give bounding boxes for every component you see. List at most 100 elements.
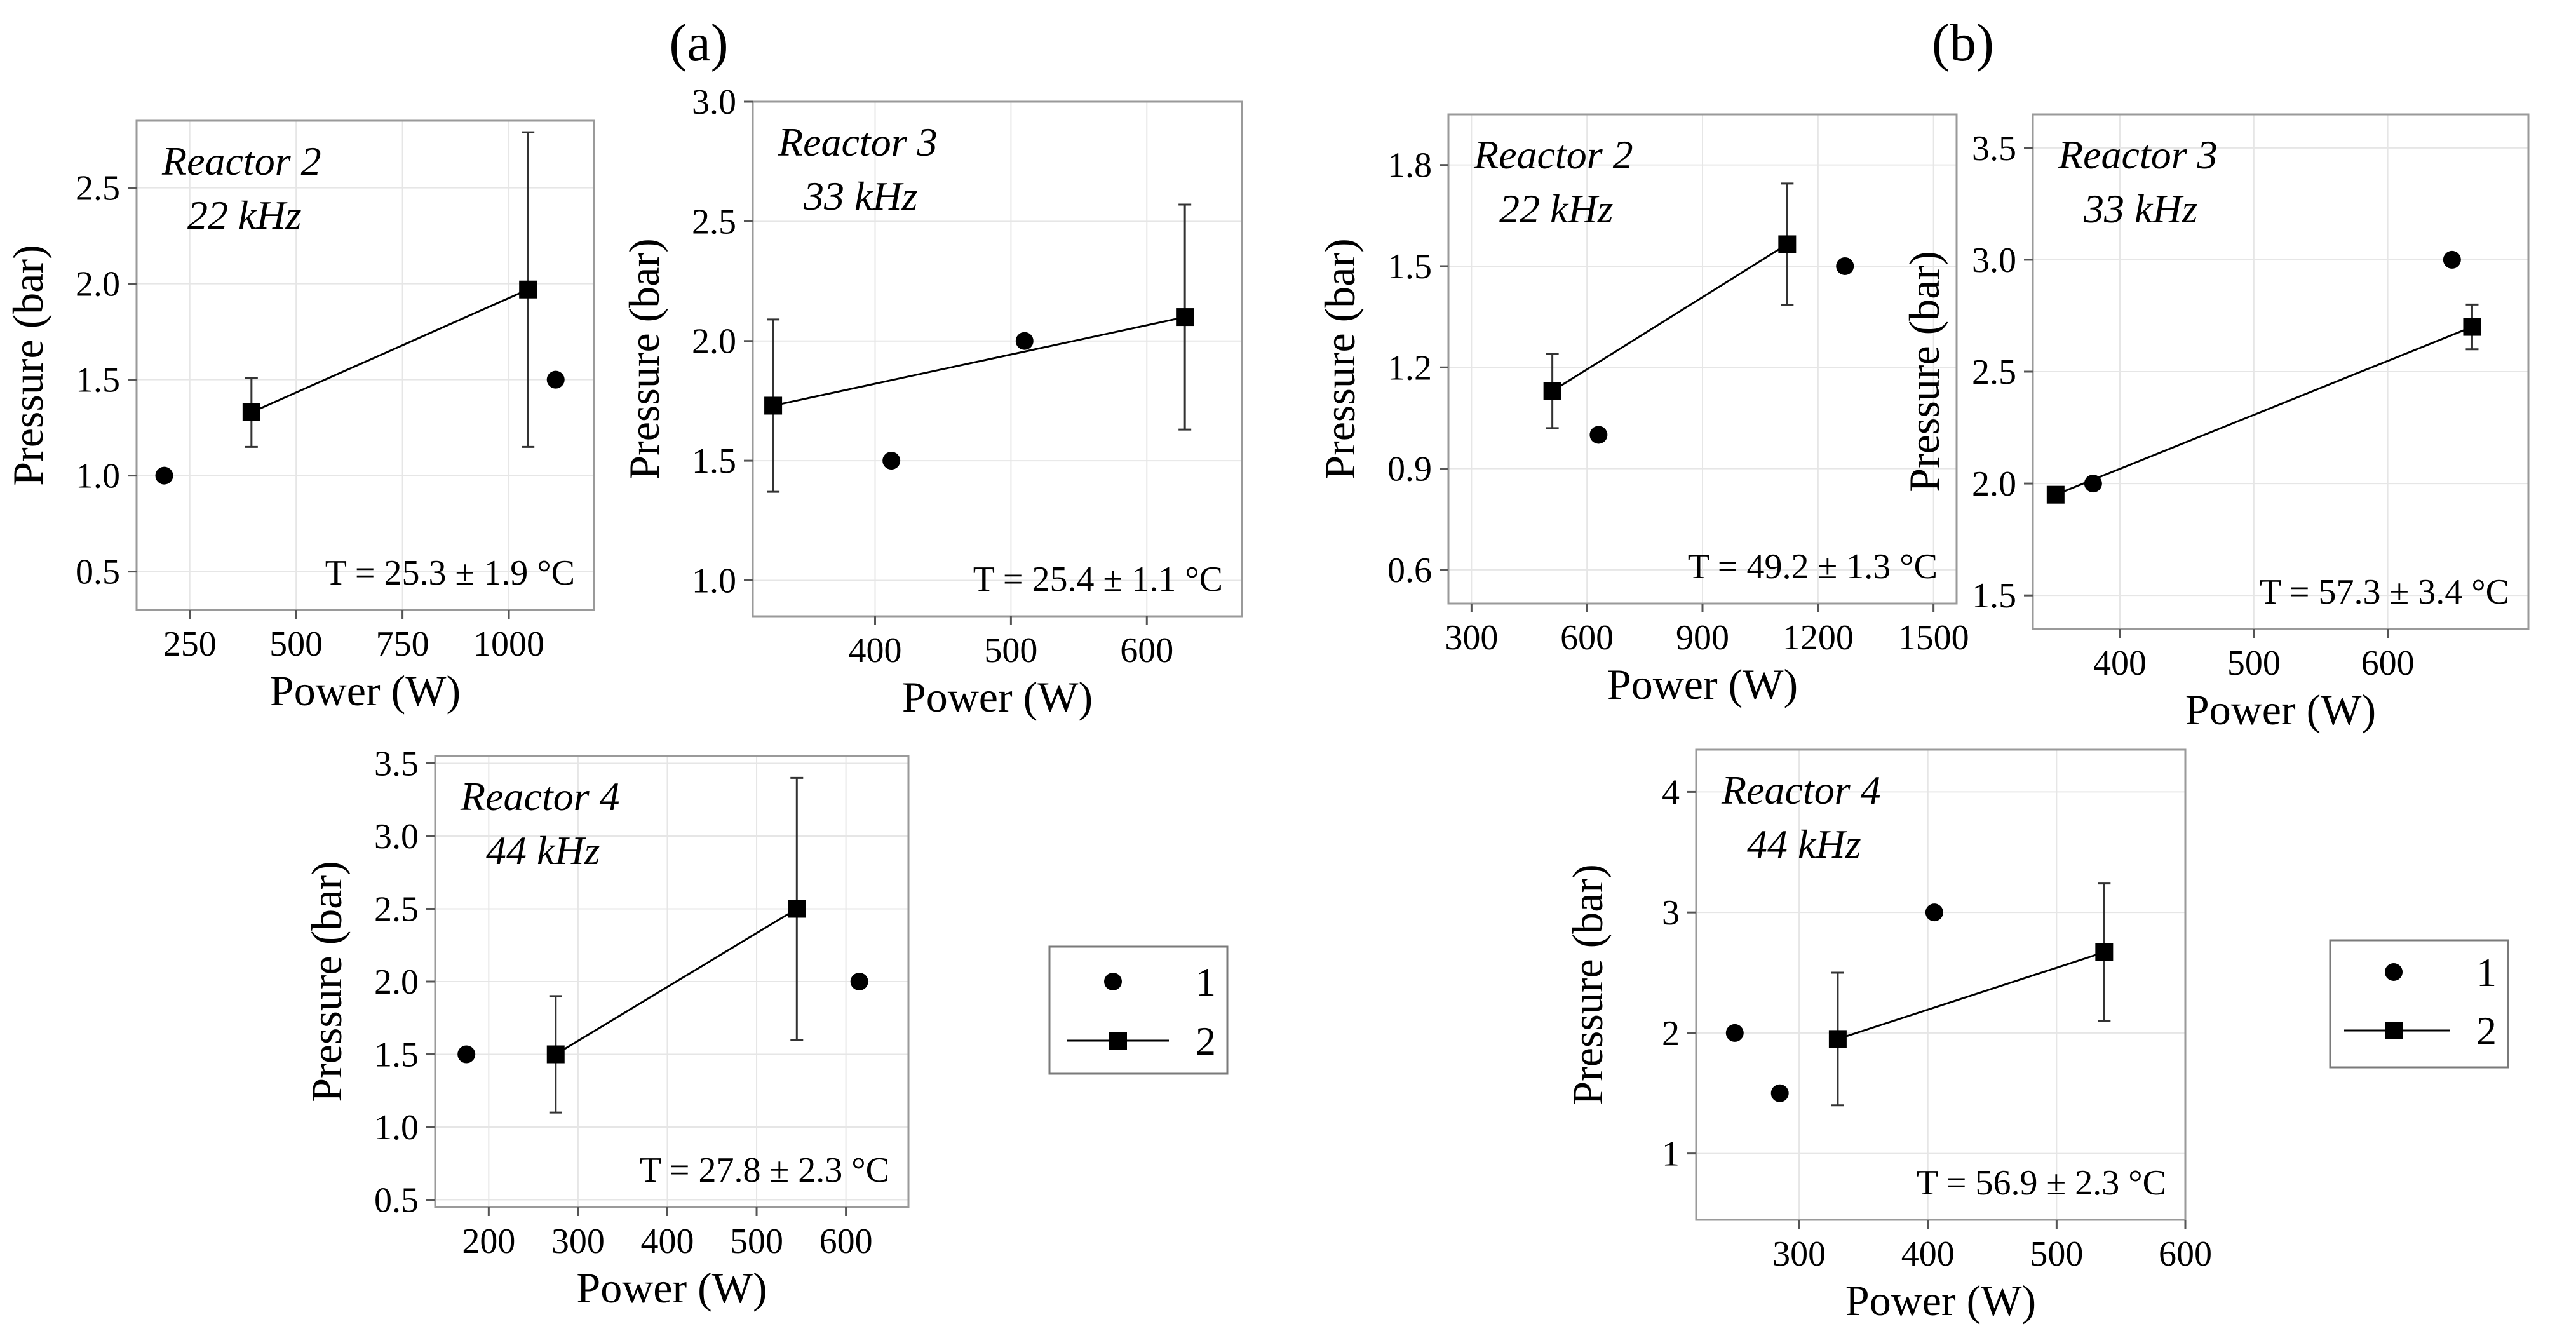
y-axis-label: Pressure (bar) xyxy=(1900,251,1948,492)
data-point-square xyxy=(1778,235,1797,253)
data-point-square xyxy=(2463,318,2481,336)
y-tick-label: 2.5 xyxy=(76,169,120,208)
legend-a-label-2: 2 xyxy=(1196,1018,1216,1064)
data-point-circle xyxy=(1836,257,1854,275)
plot-area xyxy=(753,102,1242,616)
data-point-circle xyxy=(882,452,901,470)
x-tick-label: 750 xyxy=(376,625,429,664)
y-axis-label: Pressure (bar) xyxy=(620,238,668,480)
series-2-line xyxy=(555,908,798,1055)
y-axis-label: Pressure (bar) xyxy=(302,861,351,1102)
y-tick-label: 4 xyxy=(1662,773,1680,812)
legend-a-label-1: 1 xyxy=(1196,959,1216,1004)
y-tick-label: 3.0 xyxy=(1972,241,2016,280)
plot-frame xyxy=(135,119,595,611)
data-point-square xyxy=(2046,485,2065,504)
data-point-circle xyxy=(1925,903,1943,922)
x-tick-label: 400 xyxy=(2093,644,2147,683)
x-tick-label: 600 xyxy=(1120,631,1173,670)
x-tick-label: 600 xyxy=(2159,1234,2212,1274)
y-tick-label: 3.5 xyxy=(1972,129,2016,168)
panel-label-b: (b) xyxy=(1932,13,1994,72)
frequency-label: 22 kHz xyxy=(187,193,302,238)
y-tick-label: 1.0 xyxy=(374,1108,419,1147)
series-2-line xyxy=(772,316,1185,407)
data-point-circle xyxy=(2084,475,2102,493)
data-point-square xyxy=(546,1045,565,1064)
x-tick-label: 300 xyxy=(1445,618,1498,658)
chart-a-r2: 250 500 750 1000 0.5 1.0 1.5 2.0 2.5 Power (W) Pre… xyxy=(4,119,595,715)
y-tick-label: 3.0 xyxy=(374,817,419,856)
y-tick-label: 2.5 xyxy=(692,202,736,241)
series-2-line xyxy=(251,288,529,414)
legend-b-label-1: 1 xyxy=(2476,950,2497,995)
legend-b-frame xyxy=(2329,939,2509,1069)
frequency-label: 44 kHz xyxy=(1747,821,1861,867)
series-2-line xyxy=(1837,951,2105,1040)
x-tick-label: 500 xyxy=(2030,1234,2083,1274)
y-tick-label: 3.5 xyxy=(374,744,419,783)
y-tick-label: 2.5 xyxy=(374,889,419,929)
chart-b-r3: 400 500 600 1.5 2.0 2.5 3.0 3.5 Power (W) Pressur… xyxy=(1900,113,2530,734)
y-tick-label: 0.6 xyxy=(1387,551,1432,590)
x-tick-label: 600 xyxy=(819,1222,873,1261)
legend-b-circle-marker xyxy=(2385,963,2403,981)
data-point-square xyxy=(519,280,537,299)
legend-b: 1 2 xyxy=(2329,939,2509,1069)
x-axis-label: Power (W) xyxy=(902,673,1093,721)
y-tick-label: 2.0 xyxy=(1972,464,2016,504)
y-tick-label: 3 xyxy=(1662,893,1680,933)
reactor-label: Reactor 2 xyxy=(1473,132,1633,177)
frequency-label: 22 kHz xyxy=(1499,186,1614,231)
temperature-label: T = 27.8 ± 2.3 °C xyxy=(640,1151,889,1190)
chart-a-r4: 200 300 400 500 600 0.5 1.0 1.5 2.0 2.5 3.0 3.5 Powe… xyxy=(302,744,910,1312)
x-tick-label: 400 xyxy=(640,1222,694,1261)
data-point-square xyxy=(1543,382,1561,400)
plot-frame xyxy=(1695,748,2187,1221)
x-tick-label: 200 xyxy=(462,1222,515,1261)
x-tick-label: 600 xyxy=(2361,644,2415,683)
y-tick-label: 2.5 xyxy=(1972,353,2016,392)
panel-label-a: (a) xyxy=(669,13,728,72)
temperature-label: T = 49.2 ± 1.3 °C xyxy=(1688,547,1938,586)
temperature-label: T = 25.3 ± 1.9 °C xyxy=(325,553,575,593)
x-tick-label: 300 xyxy=(551,1222,605,1261)
y-tick-label: 2.0 xyxy=(692,322,736,362)
legend-a-circle-marker xyxy=(1104,973,1122,990)
data-point-square xyxy=(1828,1030,1847,1048)
x-tick-label: 500 xyxy=(2227,644,2281,683)
y-tick-label: 3.0 xyxy=(692,83,736,122)
y-tick-label: 2.0 xyxy=(76,265,120,304)
y-axis-label: Pressure (bar) xyxy=(1563,864,1612,1105)
y-tick-label: 1.5 xyxy=(1972,576,2016,616)
data-point-square xyxy=(2095,943,2114,961)
data-point-square xyxy=(788,900,806,918)
data-point-square xyxy=(242,403,260,421)
x-tick-label: 500 xyxy=(730,1222,783,1261)
frequency-label: 33 kHz xyxy=(2083,186,2198,231)
legend-a-frame xyxy=(1048,945,1229,1075)
data-point-square xyxy=(764,396,783,415)
temperature-label: T = 56.9 ± 2.3 °C xyxy=(1917,1163,2166,1203)
chart-b-r4: 300 400 500 600 1 2 3 4 Power (W) Pressure (bar) R… xyxy=(1563,748,2212,1325)
x-tick-label: 300 xyxy=(1772,1234,1826,1274)
x-axis-label: Power (W) xyxy=(270,666,461,715)
y-axis-label: Pressure (bar) xyxy=(4,245,52,486)
x-axis-label: Power (W) xyxy=(576,1264,767,1312)
data-point-square xyxy=(1176,308,1194,327)
y-tick-label: 1.2 xyxy=(1387,348,1432,388)
x-tick-label: 1000 xyxy=(473,625,544,664)
x-tick-label: 500 xyxy=(984,631,1037,670)
y-tick-label: 2 xyxy=(1662,1014,1680,1053)
data-point-circle xyxy=(1015,332,1034,350)
y-tick-label: 1.8 xyxy=(1387,146,1432,186)
frequency-label: 33 kHz xyxy=(803,173,918,219)
legend-b-square-marker xyxy=(2385,1022,2403,1039)
y-tick-label: 1.0 xyxy=(692,561,736,600)
x-tick-label: 1500 xyxy=(1898,618,1969,658)
y-tick-label: 1 xyxy=(1662,1135,1680,1174)
y-tick-label: 0.5 xyxy=(374,1181,419,1220)
x-tick-label: 250 xyxy=(163,625,217,664)
x-axis-label: Power (W) xyxy=(1607,660,1798,708)
